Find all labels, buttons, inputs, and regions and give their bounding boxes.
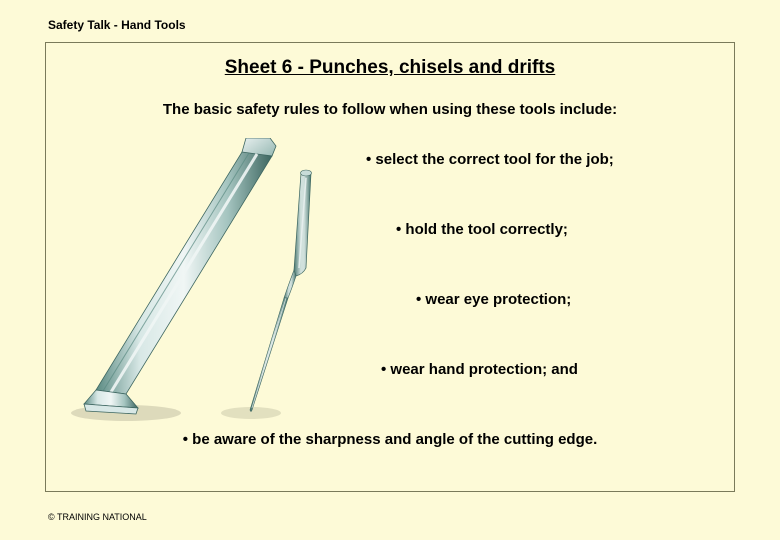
bullet-3: • wear eye protection; [416,291,571,308]
bullet-1: • select the correct tool for the job; [366,151,614,168]
intro-text: The basic safety rules to follow when us… [46,101,734,118]
page-header: Safety Talk - Hand Tools [48,18,186,32]
bullet-5: • be aware of the sharpness and angle of… [46,431,734,448]
sheet-title: Sheet 6 - Punches, chisels and drifts [46,57,734,79]
footer-copyright: © TRAINING NATIONAL [48,512,147,522]
tools-illustration [56,138,356,428]
content-box: Sheet 6 - Punches, chisels and drifts Th… [45,42,735,492]
bullet-4: • wear hand protection; and [381,361,578,378]
bullet-2: • hold the tool correctly; [396,221,568,238]
